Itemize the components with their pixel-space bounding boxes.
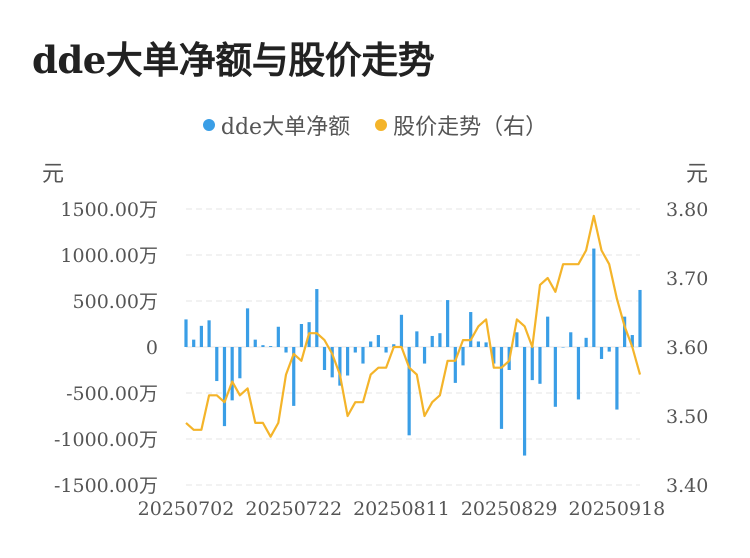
x-axis-tick-label: 20250722 <box>245 498 342 520</box>
chart-title: dde大单净额与股价走势 <box>32 38 435 82</box>
right-axis-tick-label: 3.40 <box>666 475 708 497</box>
bar-dde <box>338 347 342 386</box>
bar-dde <box>315 289 319 347</box>
bar-dde <box>284 347 288 353</box>
x-axis-tick-label: 20250829 <box>461 498 558 520</box>
bar-dde <box>261 345 265 347</box>
legend-label-dde: dde大单净额 <box>220 115 351 140</box>
legend-label-price: 股价走势（右） <box>393 115 548 140</box>
bar-dde <box>484 342 488 347</box>
bar-dde <box>392 344 396 347</box>
x-axis-tick-label: 20250702 <box>138 498 235 520</box>
right-axis-tick-label: 3.50 <box>666 406 708 428</box>
bar-dde <box>530 347 534 381</box>
bar-dde <box>569 332 573 347</box>
bar-dde <box>330 347 334 378</box>
bar-dde <box>269 346 273 347</box>
bar-dde <box>299 324 304 347</box>
bar-dde <box>276 326 280 347</box>
bar-dde <box>399 314 404 347</box>
bar-dde <box>630 335 634 347</box>
legend-item-dde[interactable]: dde大单净额 <box>202 109 351 141</box>
right-axis-tick-label: 3.80 <box>666 199 708 221</box>
bar-dde <box>322 347 327 370</box>
bar-dde <box>415 331 419 347</box>
left-axis-tick-label: 0 <box>146 337 158 359</box>
x-axis-tick-label: 20250918 <box>569 498 666 520</box>
bar-dde <box>638 289 642 347</box>
bar-dde <box>422 347 427 364</box>
bar-dde <box>538 347 542 384</box>
bar-dde <box>230 347 234 401</box>
legend-dot-price <box>375 119 388 131</box>
chart-legend: dde大单净额 股价走势（右） <box>0 109 750 141</box>
bar-dde <box>184 319 188 347</box>
bar-dde <box>438 333 442 347</box>
bar-dde <box>192 339 196 347</box>
bar-dde <box>407 347 411 436</box>
bar-dde <box>492 347 496 364</box>
bar-dde <box>353 347 357 353</box>
bar-dde <box>453 347 457 383</box>
series-line-price <box>185 214 642 438</box>
left-axis-tick-label: 1500.00万 <box>60 199 158 221</box>
left-axis-tick-label: 500.00万 <box>73 291 158 313</box>
right-axis-tick-label: 3.60 <box>666 337 708 359</box>
bar-dde <box>446 300 450 347</box>
bar-dde <box>584 337 588 347</box>
right-axis-unit: 元 <box>685 162 708 187</box>
bar-dde <box>515 332 519 347</box>
legend-item-price[interactable]: 股价走势（右） <box>375 109 547 141</box>
bar-dde <box>430 335 434 347</box>
bar-dde <box>599 347 604 359</box>
bar-dde <box>345 347 350 376</box>
x-axis-tick-label: 20250811 <box>353 498 450 520</box>
bar-dde <box>245 308 250 347</box>
bar-dde <box>361 347 365 364</box>
bar-dde <box>623 316 627 347</box>
bar-dde <box>199 325 203 347</box>
bar-dde <box>207 320 211 347</box>
left-axis-tick-label: -1000.00万 <box>54 429 158 451</box>
bar-dde <box>576 347 581 400</box>
bar-dde <box>253 339 257 347</box>
bar-dde <box>607 347 611 352</box>
left-axis-tick-label: 1000.00万 <box>60 245 158 267</box>
bar-dde <box>384 347 388 353</box>
bar-dde <box>561 347 565 348</box>
bar-dde <box>546 316 550 347</box>
bar-dde <box>292 347 296 406</box>
bar-dde <box>476 341 481 347</box>
bar-dde <box>369 341 373 347</box>
left-axis-unit: 元 <box>42 162 65 187</box>
bar-dde <box>592 248 596 347</box>
bar-dde <box>469 312 473 347</box>
bar-dde <box>615 347 619 410</box>
bar-dde <box>222 347 227 427</box>
right-axis-tick-label: 3.70 <box>666 268 708 290</box>
bar-dde <box>499 347 504 429</box>
left-axis-tick-label: -500.00万 <box>66 383 158 405</box>
bar-dde <box>522 347 527 456</box>
bar-dde <box>238 347 242 379</box>
left-axis-tick-label: -1500.00万 <box>54 475 158 497</box>
bar-dde <box>553 347 557 407</box>
bar-dde <box>461 347 465 366</box>
legend-dot-dde <box>202 119 215 131</box>
bar-dde <box>376 335 380 347</box>
bar-dde <box>215 347 219 382</box>
